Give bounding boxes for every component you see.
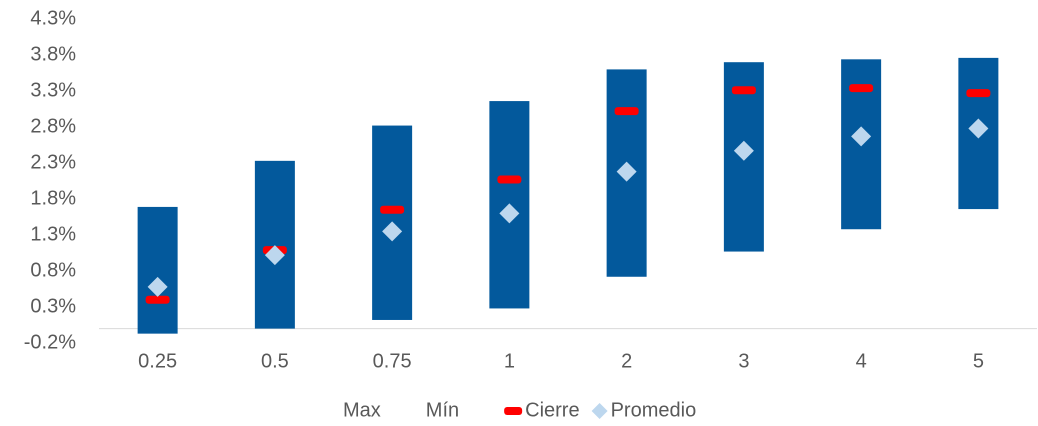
cierre-marker	[497, 175, 522, 184]
y-tick-label: 1.3%	[30, 223, 76, 245]
promedio-marker	[264, 245, 285, 266]
y-tick-label: 1.8%	[30, 187, 76, 209]
range-bar	[137, 206, 178, 334]
legend-label: Promedio	[611, 399, 697, 421]
legend-label: Max	[343, 399, 381, 421]
y-tick-label: 0.3%	[30, 295, 76, 317]
y-tick-label: 2.8%	[30, 115, 76, 137]
promedio-marker	[968, 118, 989, 139]
x-tick-label: 0.25	[138, 350, 177, 372]
x-tick-label: 5	[973, 350, 984, 372]
cierre-marker	[849, 84, 874, 93]
legend-swatch	[504, 407, 523, 415]
x-tick-label: 2	[621, 350, 632, 372]
legend-label: Cierre	[525, 399, 579, 421]
y-tick-label: 2.3%	[30, 151, 76, 173]
promedio-marker	[851, 126, 872, 147]
y-tick-label: -0.2%	[24, 331, 76, 353]
legend-swatch	[591, 403, 608, 419]
cierre-marker	[731, 86, 756, 95]
x-tick-label: 0.5	[261, 350, 289, 372]
range-bar	[254, 160, 295, 329]
promedio-marker	[382, 221, 403, 242]
y-tick-label: 3.8%	[30, 43, 76, 65]
promedio-marker	[733, 140, 754, 161]
y-tick-label: 3.3%	[30, 79, 76, 101]
x-tick-label: 1	[504, 350, 515, 372]
legend-label: Mín	[426, 399, 459, 421]
x-tick-label: 0.75	[373, 350, 412, 372]
cierre-marker	[145, 295, 170, 304]
y-tick-label: 4.3%	[30, 7, 76, 29]
x-tick-label: 3	[738, 350, 749, 372]
promedio-marker	[616, 161, 637, 182]
y-tick-label: 0.8%	[30, 259, 76, 281]
promedio-marker	[499, 203, 520, 224]
promedio-marker	[147, 276, 168, 297]
cierre-marker	[380, 205, 405, 214]
cierre-marker	[614, 107, 639, 116]
x-tick-label: 4	[856, 350, 867, 372]
cierre-marker	[966, 89, 991, 98]
